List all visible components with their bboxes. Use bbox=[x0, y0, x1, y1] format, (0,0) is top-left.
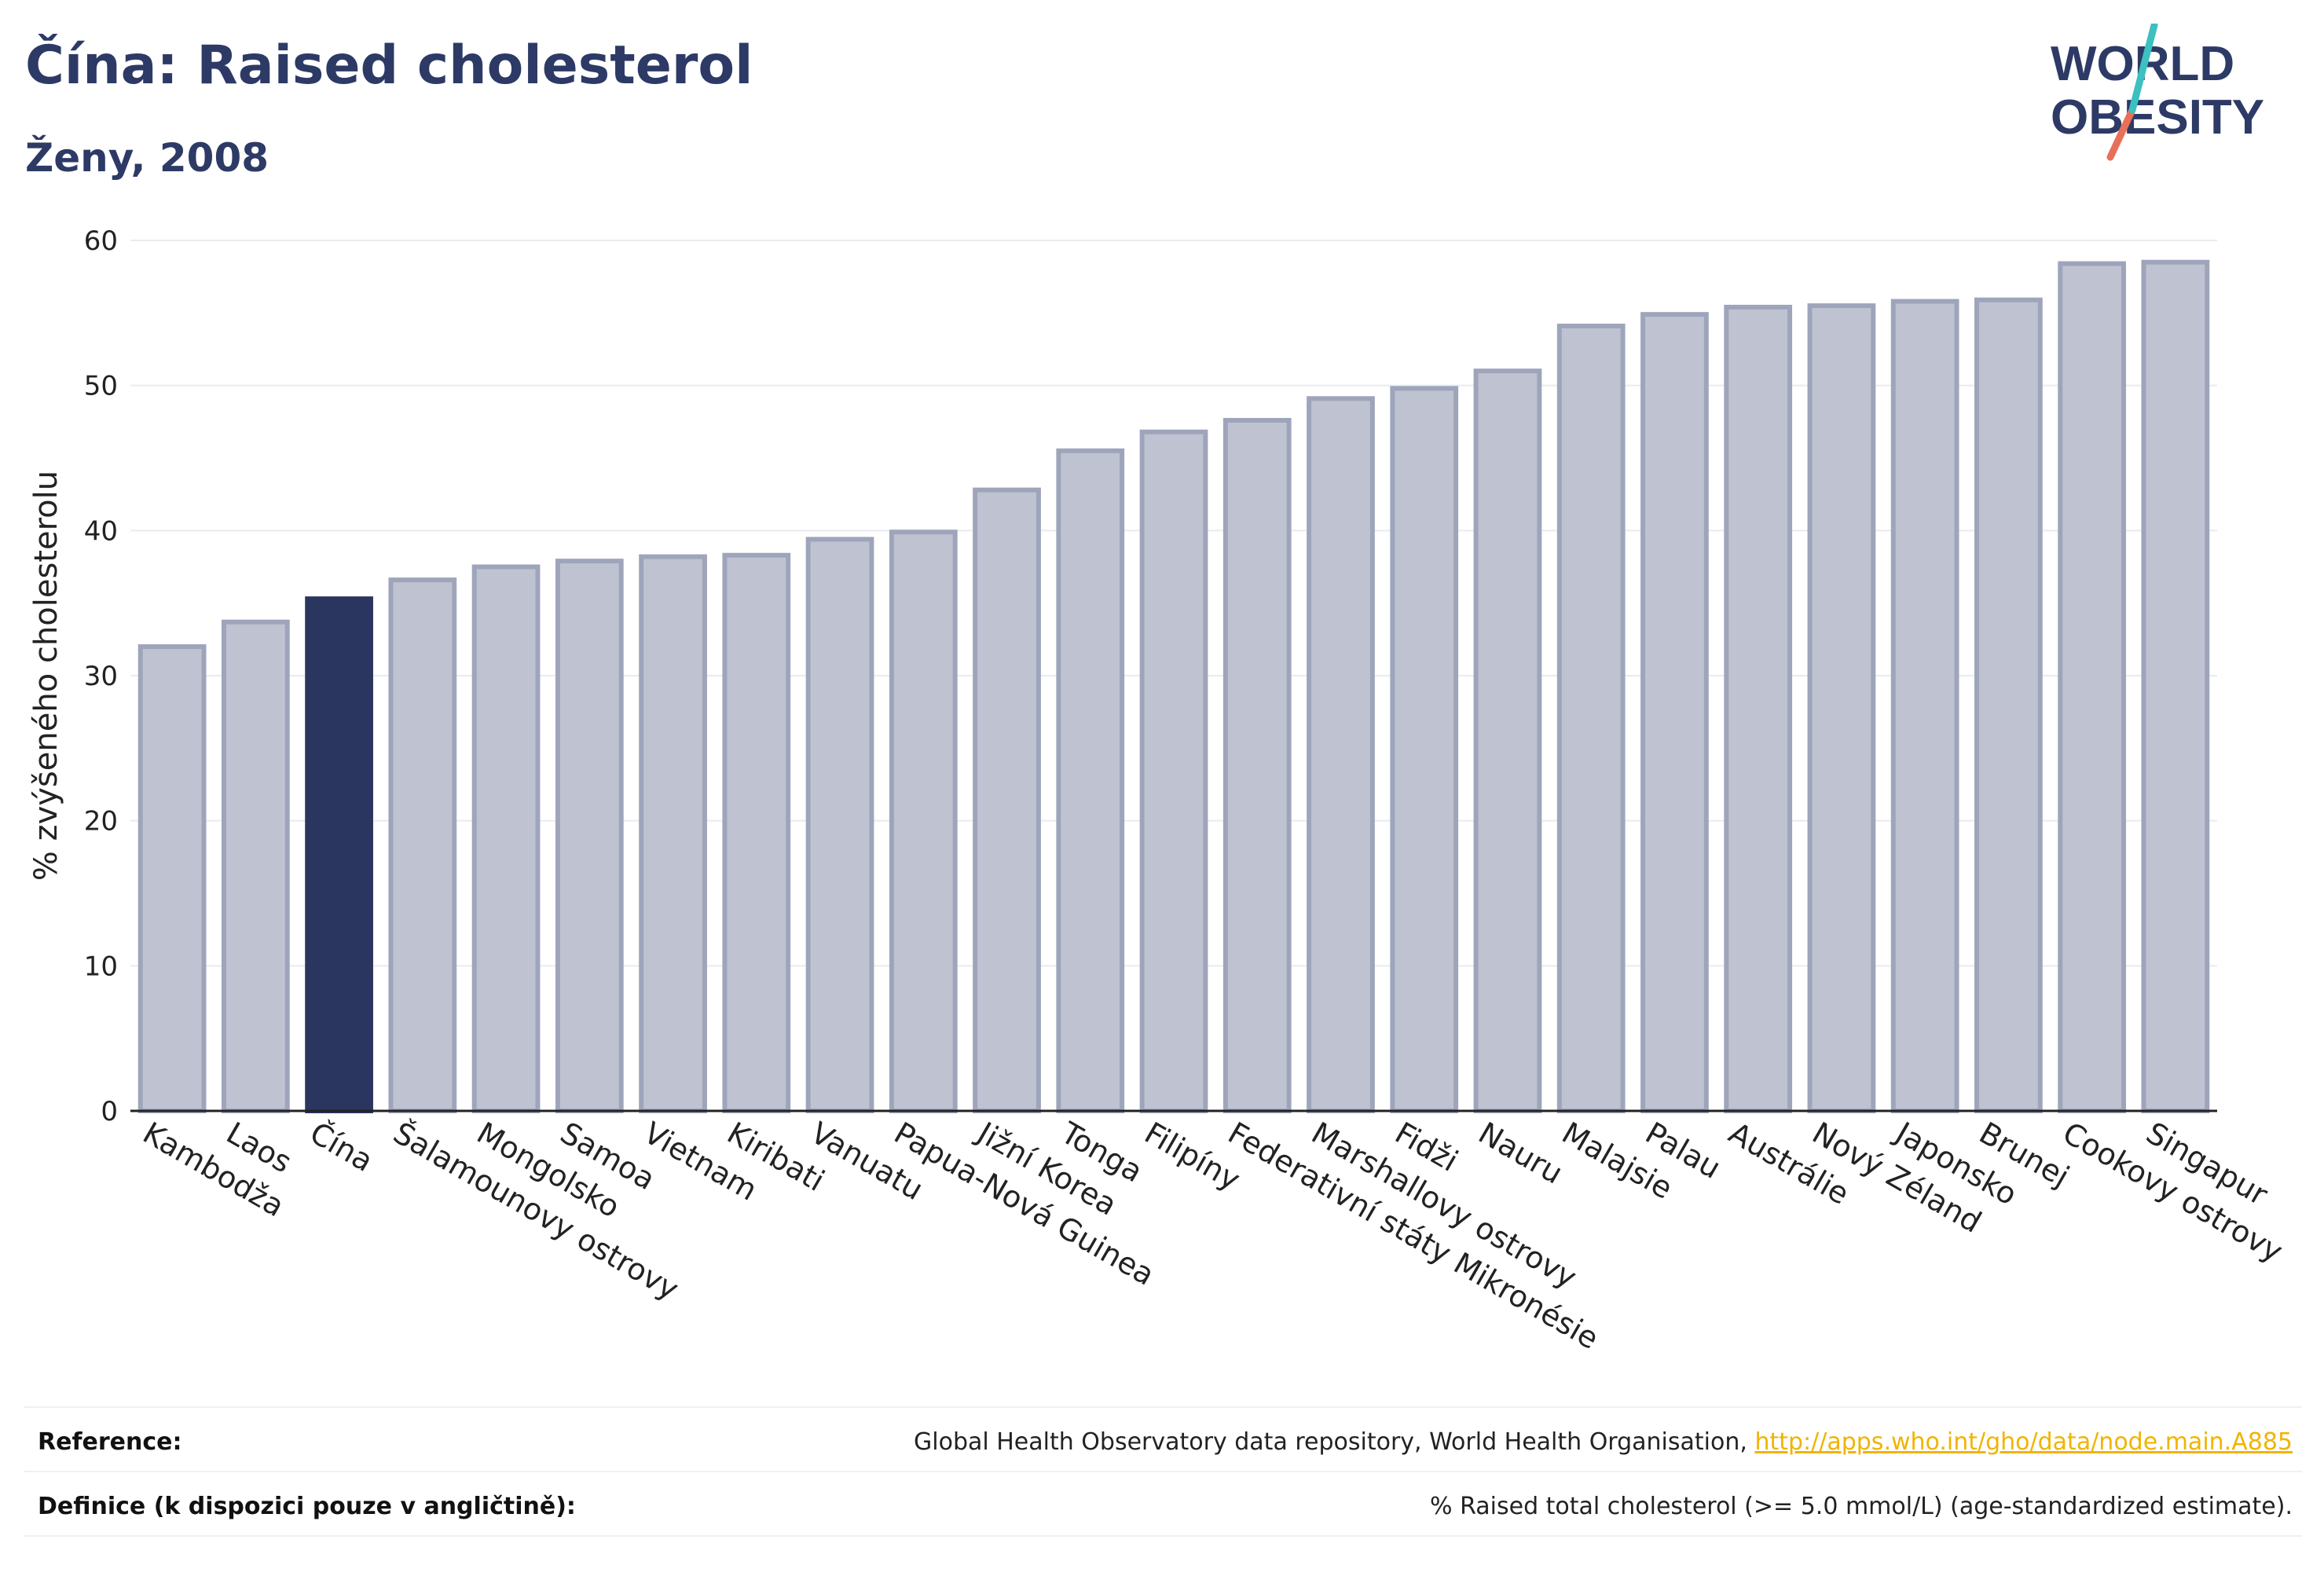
bar bbox=[2058, 261, 2127, 1114]
bar bbox=[137, 644, 207, 1113]
bar bbox=[889, 530, 958, 1113]
bar bbox=[2141, 259, 2210, 1114]
y-tick-label: 60 bbox=[84, 225, 118, 257]
y-tick-label: 30 bbox=[84, 661, 118, 692]
bar bbox=[1556, 323, 1626, 1114]
y-tick-label: 50 bbox=[84, 371, 118, 402]
svg-text:OBESITY: OBESITY bbox=[2051, 90, 2264, 145]
footer-divider bbox=[24, 1406, 2302, 1408]
bar bbox=[973, 487, 1041, 1113]
x-tick-label: Filipíny bbox=[1139, 1116, 1246, 1197]
bar bbox=[805, 537, 874, 1113]
definition-label: Definice (k dispozici pouze v angličtině… bbox=[38, 1493, 576, 1520]
footer-divider bbox=[24, 1471, 2302, 1472]
bar bbox=[1139, 429, 1208, 1113]
bar bbox=[305, 596, 373, 1113]
footer-divider bbox=[24, 1535, 2302, 1537]
bar bbox=[1807, 303, 1876, 1114]
page-title: Čína: Raised cholesterol bbox=[25, 35, 753, 97]
bar bbox=[1222, 417, 1292, 1113]
reference-link[interactable]: http://apps.who.int/gho/data/node.main.A… bbox=[1754, 1428, 2293, 1456]
world-obesity-logo: WORLD OBESITY bbox=[2051, 24, 2264, 161]
page-subtitle: Ženy, 2008 bbox=[25, 135, 269, 181]
y-tick-label: 20 bbox=[84, 806, 118, 837]
bar bbox=[221, 619, 290, 1113]
bar bbox=[639, 554, 707, 1113]
bar bbox=[1974, 297, 2043, 1113]
reference-label: Reference: bbox=[38, 1428, 182, 1456]
y-tick-label: 10 bbox=[84, 951, 118, 982]
bar bbox=[1890, 299, 1959, 1113]
reference-text: Global Health Observatory data repositor… bbox=[914, 1428, 1755, 1456]
bar bbox=[1307, 396, 1375, 1113]
bar bbox=[1056, 448, 1125, 1113]
bar bbox=[1390, 386, 1459, 1113]
bar bbox=[1473, 368, 1542, 1113]
x-tick-label: Nauru bbox=[1472, 1116, 1568, 1191]
bar bbox=[722, 552, 791, 1113]
y-axis-title: % zvýšeného cholesterolu bbox=[28, 471, 64, 881]
bar bbox=[555, 559, 624, 1113]
y-tick-label: 40 bbox=[84, 515, 118, 547]
reference-value: Global Health Observatory data repositor… bbox=[914, 1428, 2293, 1456]
bars bbox=[137, 259, 2210, 1114]
bar bbox=[1724, 304, 1793, 1113]
x-tick-label: Čína bbox=[304, 1116, 379, 1178]
definition-text: % Raised total cholesterol (>= 5.0 mmol/… bbox=[1430, 1493, 2293, 1520]
bar bbox=[1640, 312, 1709, 1113]
bar bbox=[471, 564, 541, 1113]
bar bbox=[388, 577, 457, 1113]
y-tick-label: 0 bbox=[101, 1096, 118, 1127]
